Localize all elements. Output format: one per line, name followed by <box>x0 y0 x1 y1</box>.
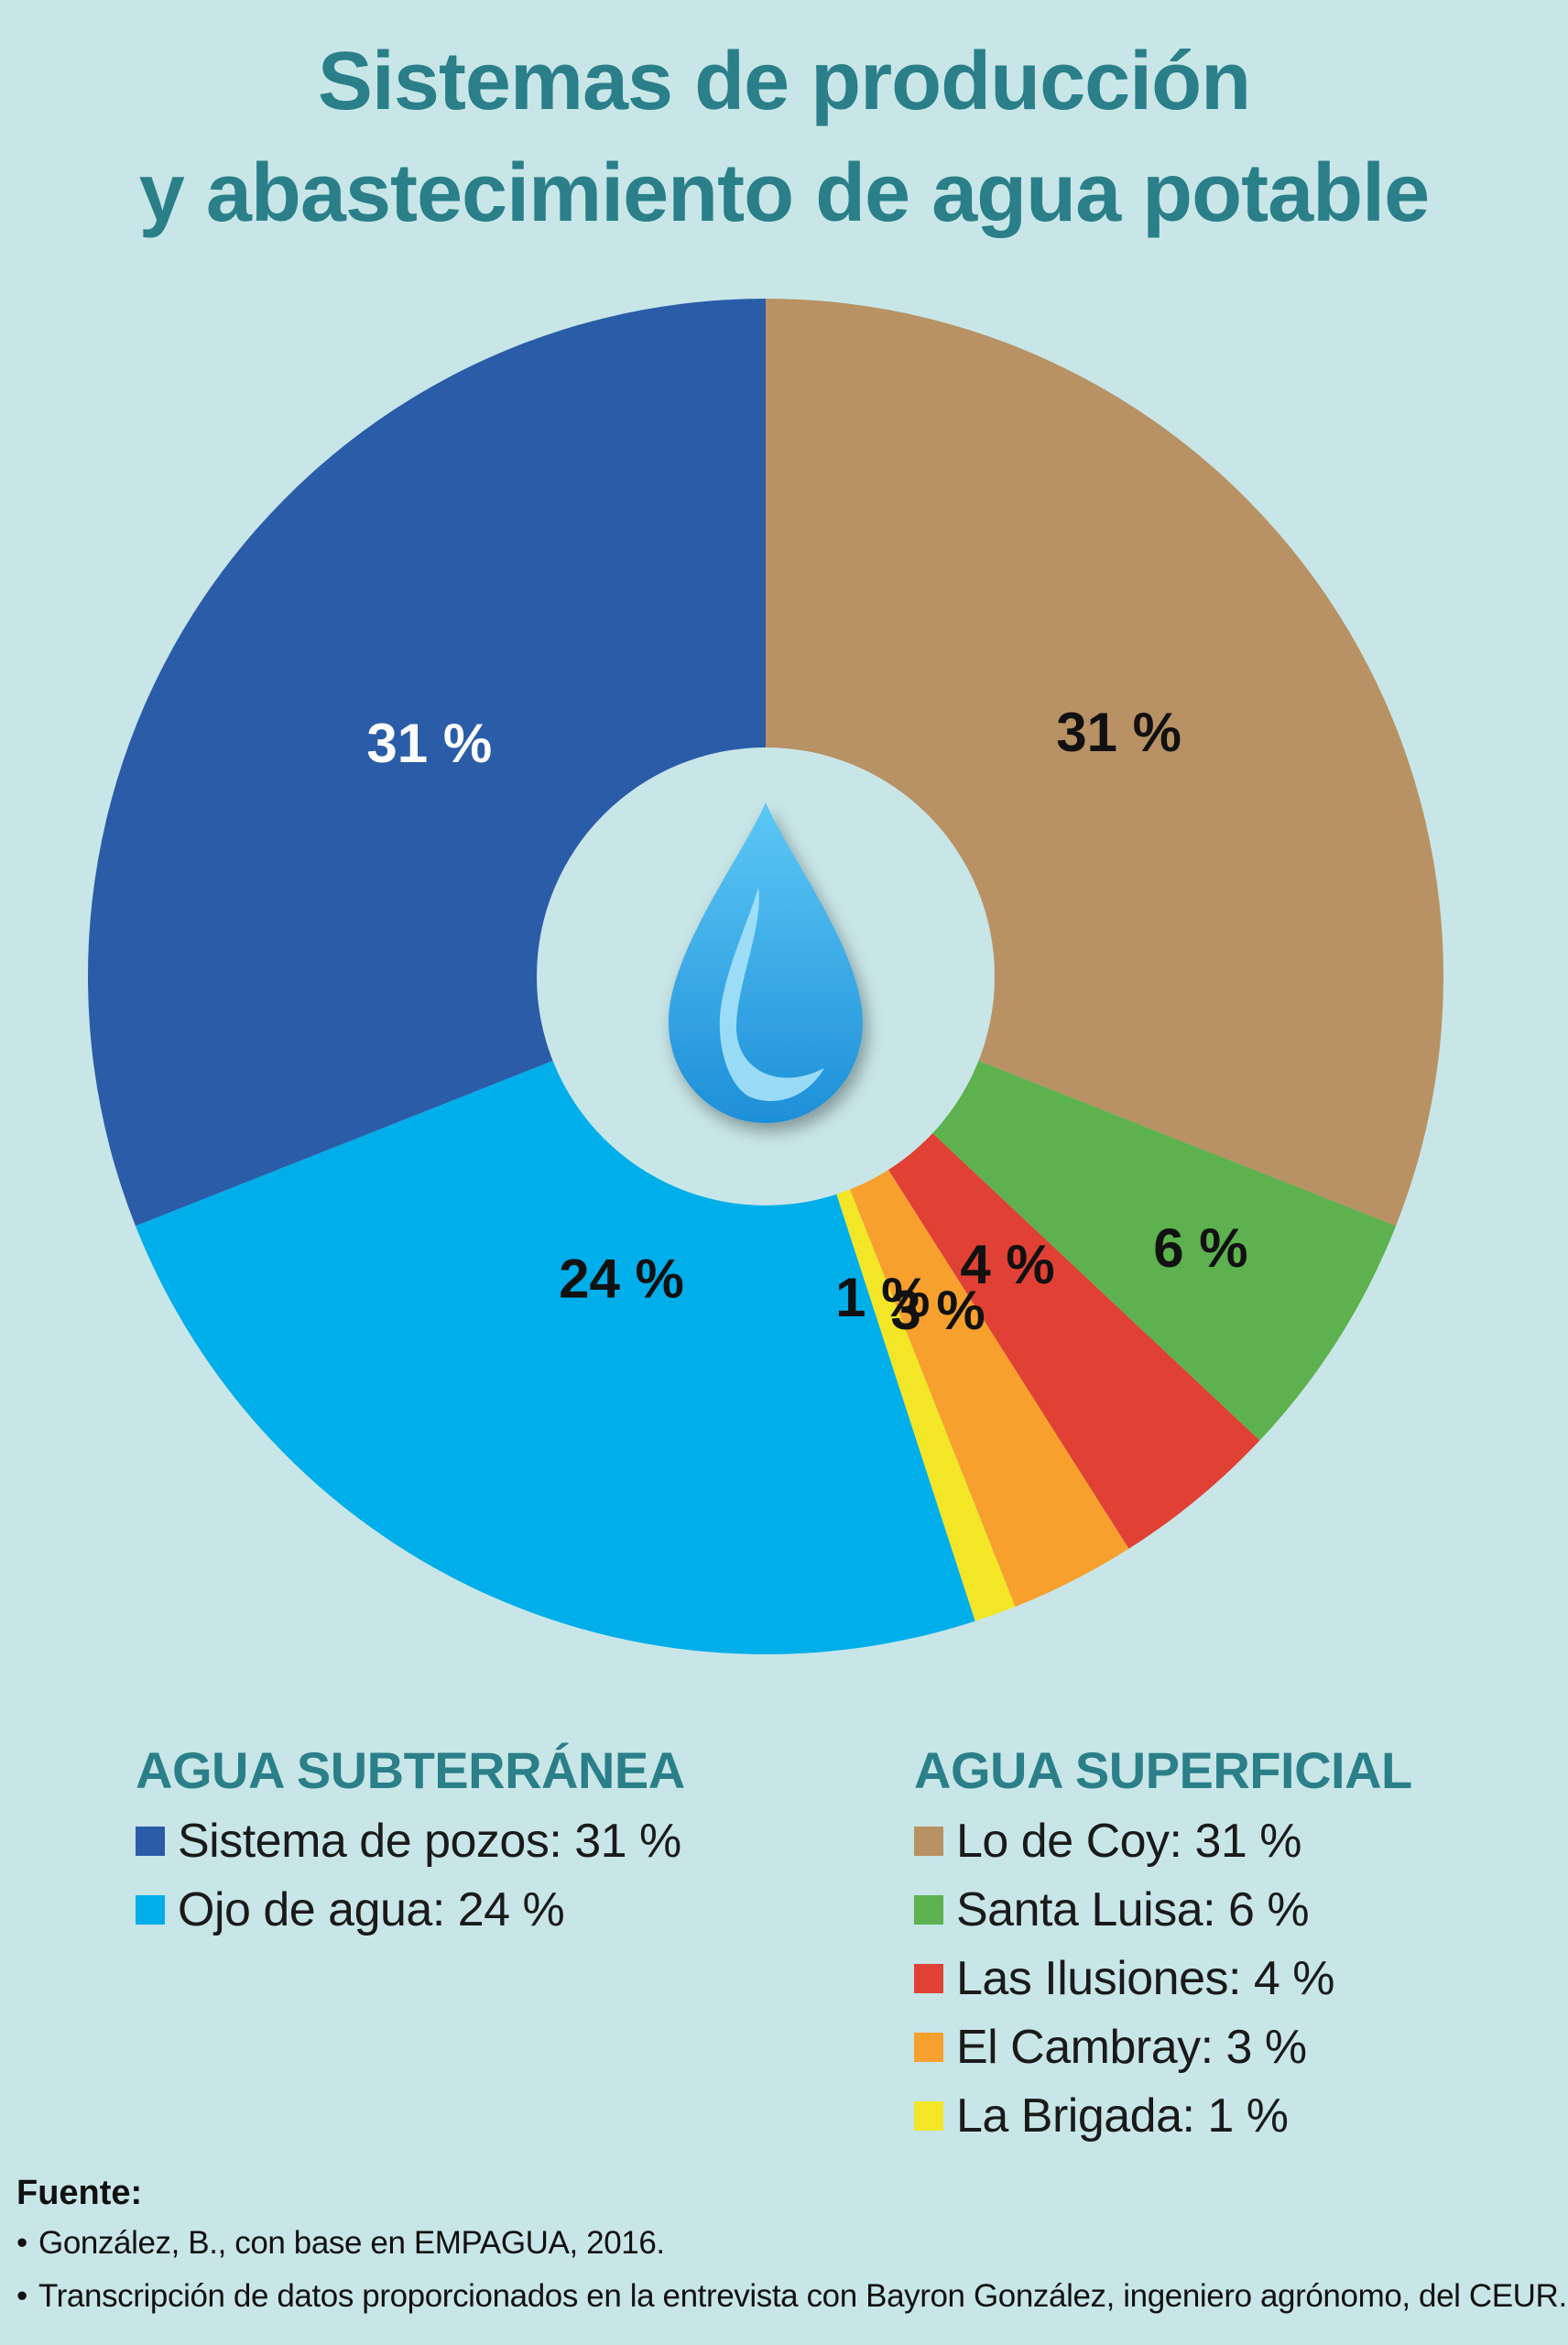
source-text: Transcripción de datos proporcionados en… <box>38 2278 1567 2314</box>
pie-slice-label: 24 % <box>559 1249 684 1310</box>
source-item: • González, B., con base en EMPAGUA, 2016… <box>16 2217 1567 2270</box>
bullet: • <box>16 2225 27 2261</box>
legend-label: Sistema de pozos: 31 % <box>178 1814 681 1868</box>
chart-title-line-1: Sistemas de producción <box>317 36 1251 127</box>
source-item: • Transcripción de datos proporcionados e… <box>16 2270 1567 2323</box>
pie-slice-label: 31 % <box>366 713 492 774</box>
legend-swatch <box>914 1963 943 1993</box>
pie-slice-label: 1 % <box>835 1267 930 1328</box>
legend-item: Ojo de agua: 24 % <box>136 1875 685 1944</box>
legend-label: La Brigada: 1 % <box>956 2089 1289 2143</box>
legend-item: Sistema de pozos: 31 % <box>136 1806 685 1875</box>
chart-title-line-2: y abastecimiento de agua potable <box>138 147 1430 239</box>
pie-labels: 31 % 6 % 4 %3 %1 % 24 % 31 % <box>366 702 1247 1341</box>
pie-slice-label: 4 % <box>960 1234 1054 1295</box>
legend-swatch <box>136 1894 165 1925</box>
legend-item: Las Ilusiones: 4 % <box>914 1944 1412 2012</box>
legend-heading: AGUA SUPERFICIAL <box>914 1741 1412 1799</box>
water-drop-icon <box>669 802 863 1123</box>
pie-slice-label: 31 % <box>1056 702 1181 763</box>
legend-group-superficial: AGUA SUPERFICIAL Lo de Coy: 31 % Santa L… <box>914 1739 1412 2150</box>
legend-swatch <box>914 2100 943 2131</box>
legend-item: Lo de Coy: 31 % <box>914 1806 1412 1875</box>
legend-item: El Cambray: 3 % <box>914 2012 1412 2081</box>
legend-item: La Brigada: 1 % <box>914 2081 1412 2150</box>
source-heading: Fuente: <box>16 2174 143 2212</box>
legend-swatch <box>914 1826 943 1856</box>
legend-item: Santa Luisa: 6 % <box>914 1875 1412 1944</box>
pie-slice-label: 6 % <box>1153 1217 1247 1279</box>
legend-swatch <box>136 1826 165 1856</box>
chart-title: Sistemas de producción y abastecimiento … <box>0 26 1568 249</box>
pie-slice-label: 3 % <box>890 1280 985 1341</box>
legend-group-subterranea: AGUA SUBTERRÁNEA Sistema de pozos: 31 % … <box>136 1739 685 1944</box>
legend-swatch <box>914 1894 943 1925</box>
source-text: González, B., con base en EMPAGUA, 2016. <box>38 2225 665 2261</box>
bullet: • <box>16 2278 27 2314</box>
legend-label: Las Ilusiones: 4 % <box>956 1951 1335 2005</box>
legend-swatch <box>914 2032 943 2062</box>
legend-label: Santa Luisa: 6 % <box>956 1882 1310 1936</box>
source-notes: Fuente: • González, B., con base en EMPAG… <box>16 2169 1567 2323</box>
legend-label: El Cambray: 3 % <box>956 2020 1307 2074</box>
legend-label: Lo de Coy: 31 % <box>956 1814 1301 1868</box>
legend-heading: AGUA SUBTERRÁNEA <box>136 1741 685 1799</box>
legend-label: Ojo de agua: 24 % <box>178 1882 565 1936</box>
